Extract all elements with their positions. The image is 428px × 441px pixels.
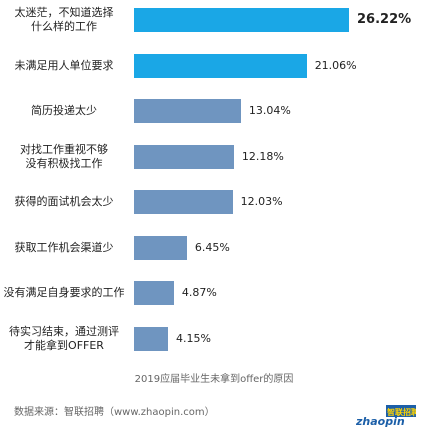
value-label: 4.87% <box>181 286 217 299</box>
bar <box>134 326 169 351</box>
category-label: 没有满足自身要求的工作 <box>3 286 125 299</box>
value-label: 13.04% <box>248 104 291 117</box>
value-label: 21.06% <box>314 58 357 72</box>
category-label: 简历投递太少 <box>31 104 97 117</box>
category-label: 对找工作重视不够 没有积极找工作 <box>20 142 108 170</box>
bar <box>134 99 241 123</box>
bar <box>134 144 234 169</box>
bar <box>134 53 307 78</box>
value-label: 4.15% <box>176 331 211 345</box>
value-label: 6.45% <box>194 240 230 254</box>
chart-caption: 2019应届毕业生未拿到offer的原因 <box>134 374 294 385</box>
category-label: 太迷茫，不知道选择 什么样的工作 <box>14 6 114 33</box>
category-label: 待实习结束，通过测评 才能拿到OFFER <box>9 324 119 352</box>
bar <box>134 190 233 214</box>
value-label: 12.18% <box>241 149 284 163</box>
category-label: 获得的面试机会太少 <box>14 195 114 208</box>
bar <box>134 235 187 260</box>
bar <box>134 281 174 305</box>
svg-text:zhaopin: zhaopin <box>356 415 405 428</box>
data-source-note: 数据来源：智联招聘（www.zhaopin.com） <box>14 407 215 418</box>
category-label: 获取工作机会渠道少 <box>14 240 114 254</box>
svg-text:智联招聘: 智联招聘 <box>387 407 416 417</box>
value-label: 12.03% <box>240 195 283 208</box>
category-label: 未满足用人单位要求 <box>14 58 114 72</box>
bar <box>134 8 349 32</box>
zhaopin-logo: zhaopin 智联招聘 <box>356 405 416 428</box>
value-label: 26.22% <box>357 12 412 27</box>
